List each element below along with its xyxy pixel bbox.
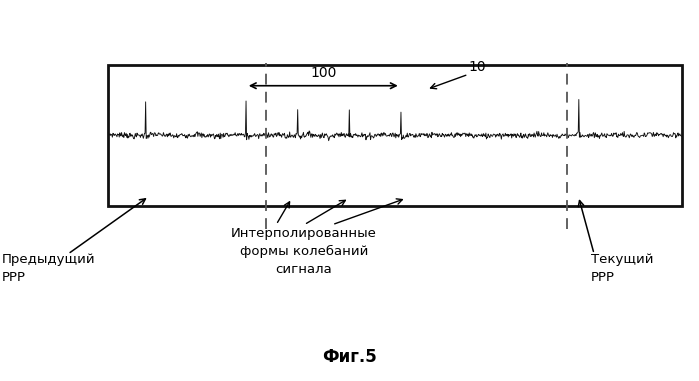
- Bar: [108, 65, 682, 206]
- Text: Предыдущий
РРР: Предыдущий РРР: [1, 253, 95, 284]
- Text: 10: 10: [468, 60, 486, 74]
- Text: Текущий
РРР: Текущий РРР: [591, 253, 653, 284]
- Text: 100: 100: [310, 66, 336, 80]
- Text: Фиг.5: Фиг.5: [322, 348, 377, 366]
- Text: Интерполированные
формы колебаний
сигнала: Интерполированные формы колебаний сигнал…: [231, 227, 377, 276]
